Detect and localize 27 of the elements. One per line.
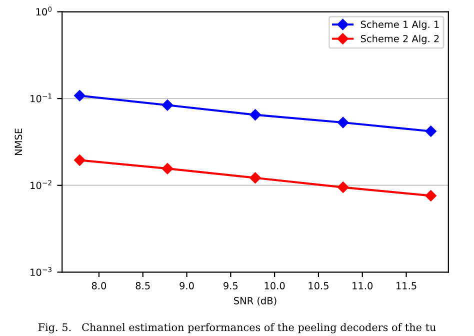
point: [337, 182, 349, 193]
x-tick-label: 11.0: [352, 282, 373, 290]
y-axis-title: NMSE: [14, 128, 22, 155]
x-tick-label: 10.0: [264, 282, 285, 290]
caption: Fig. 5. Channel estimation performances of the peeling decoders of the tu: [38, 323, 436, 334]
x-axis-title: SNR (dB): [234, 296, 276, 306]
point: [425, 190, 436, 202]
y-tick-label: 10$^{−2}$: [30, 180, 52, 190]
x-tick-label: 9.0: [180, 282, 194, 290]
y-tick-label: 10$^{−1}$: [30, 94, 52, 102]
point: [74, 154, 86, 166]
x-tick-label: 10.5: [308, 282, 328, 290]
legend-label: Scheme 1 Alg. 1: [360, 20, 439, 30]
point: [162, 100, 174, 111]
y-tick-label: 10$^{−3}$: [30, 267, 52, 276]
y-tick-label: 10$^{0}$: [36, 6, 52, 16]
point: [425, 126, 436, 137]
point: [162, 162, 174, 174]
point: [250, 172, 261, 184]
x-tick-label: 8.0: [92, 282, 106, 290]
legend-label: Scheme 2 Alg. 2: [360, 34, 439, 44]
point: [337, 116, 349, 128]
x-tick-label: 11.5: [396, 282, 416, 290]
point: [74, 90, 86, 102]
x-tick-label: 8.5: [136, 282, 150, 290]
point: [250, 109, 261, 120]
x-tick-label: 9.5: [224, 282, 238, 290]
